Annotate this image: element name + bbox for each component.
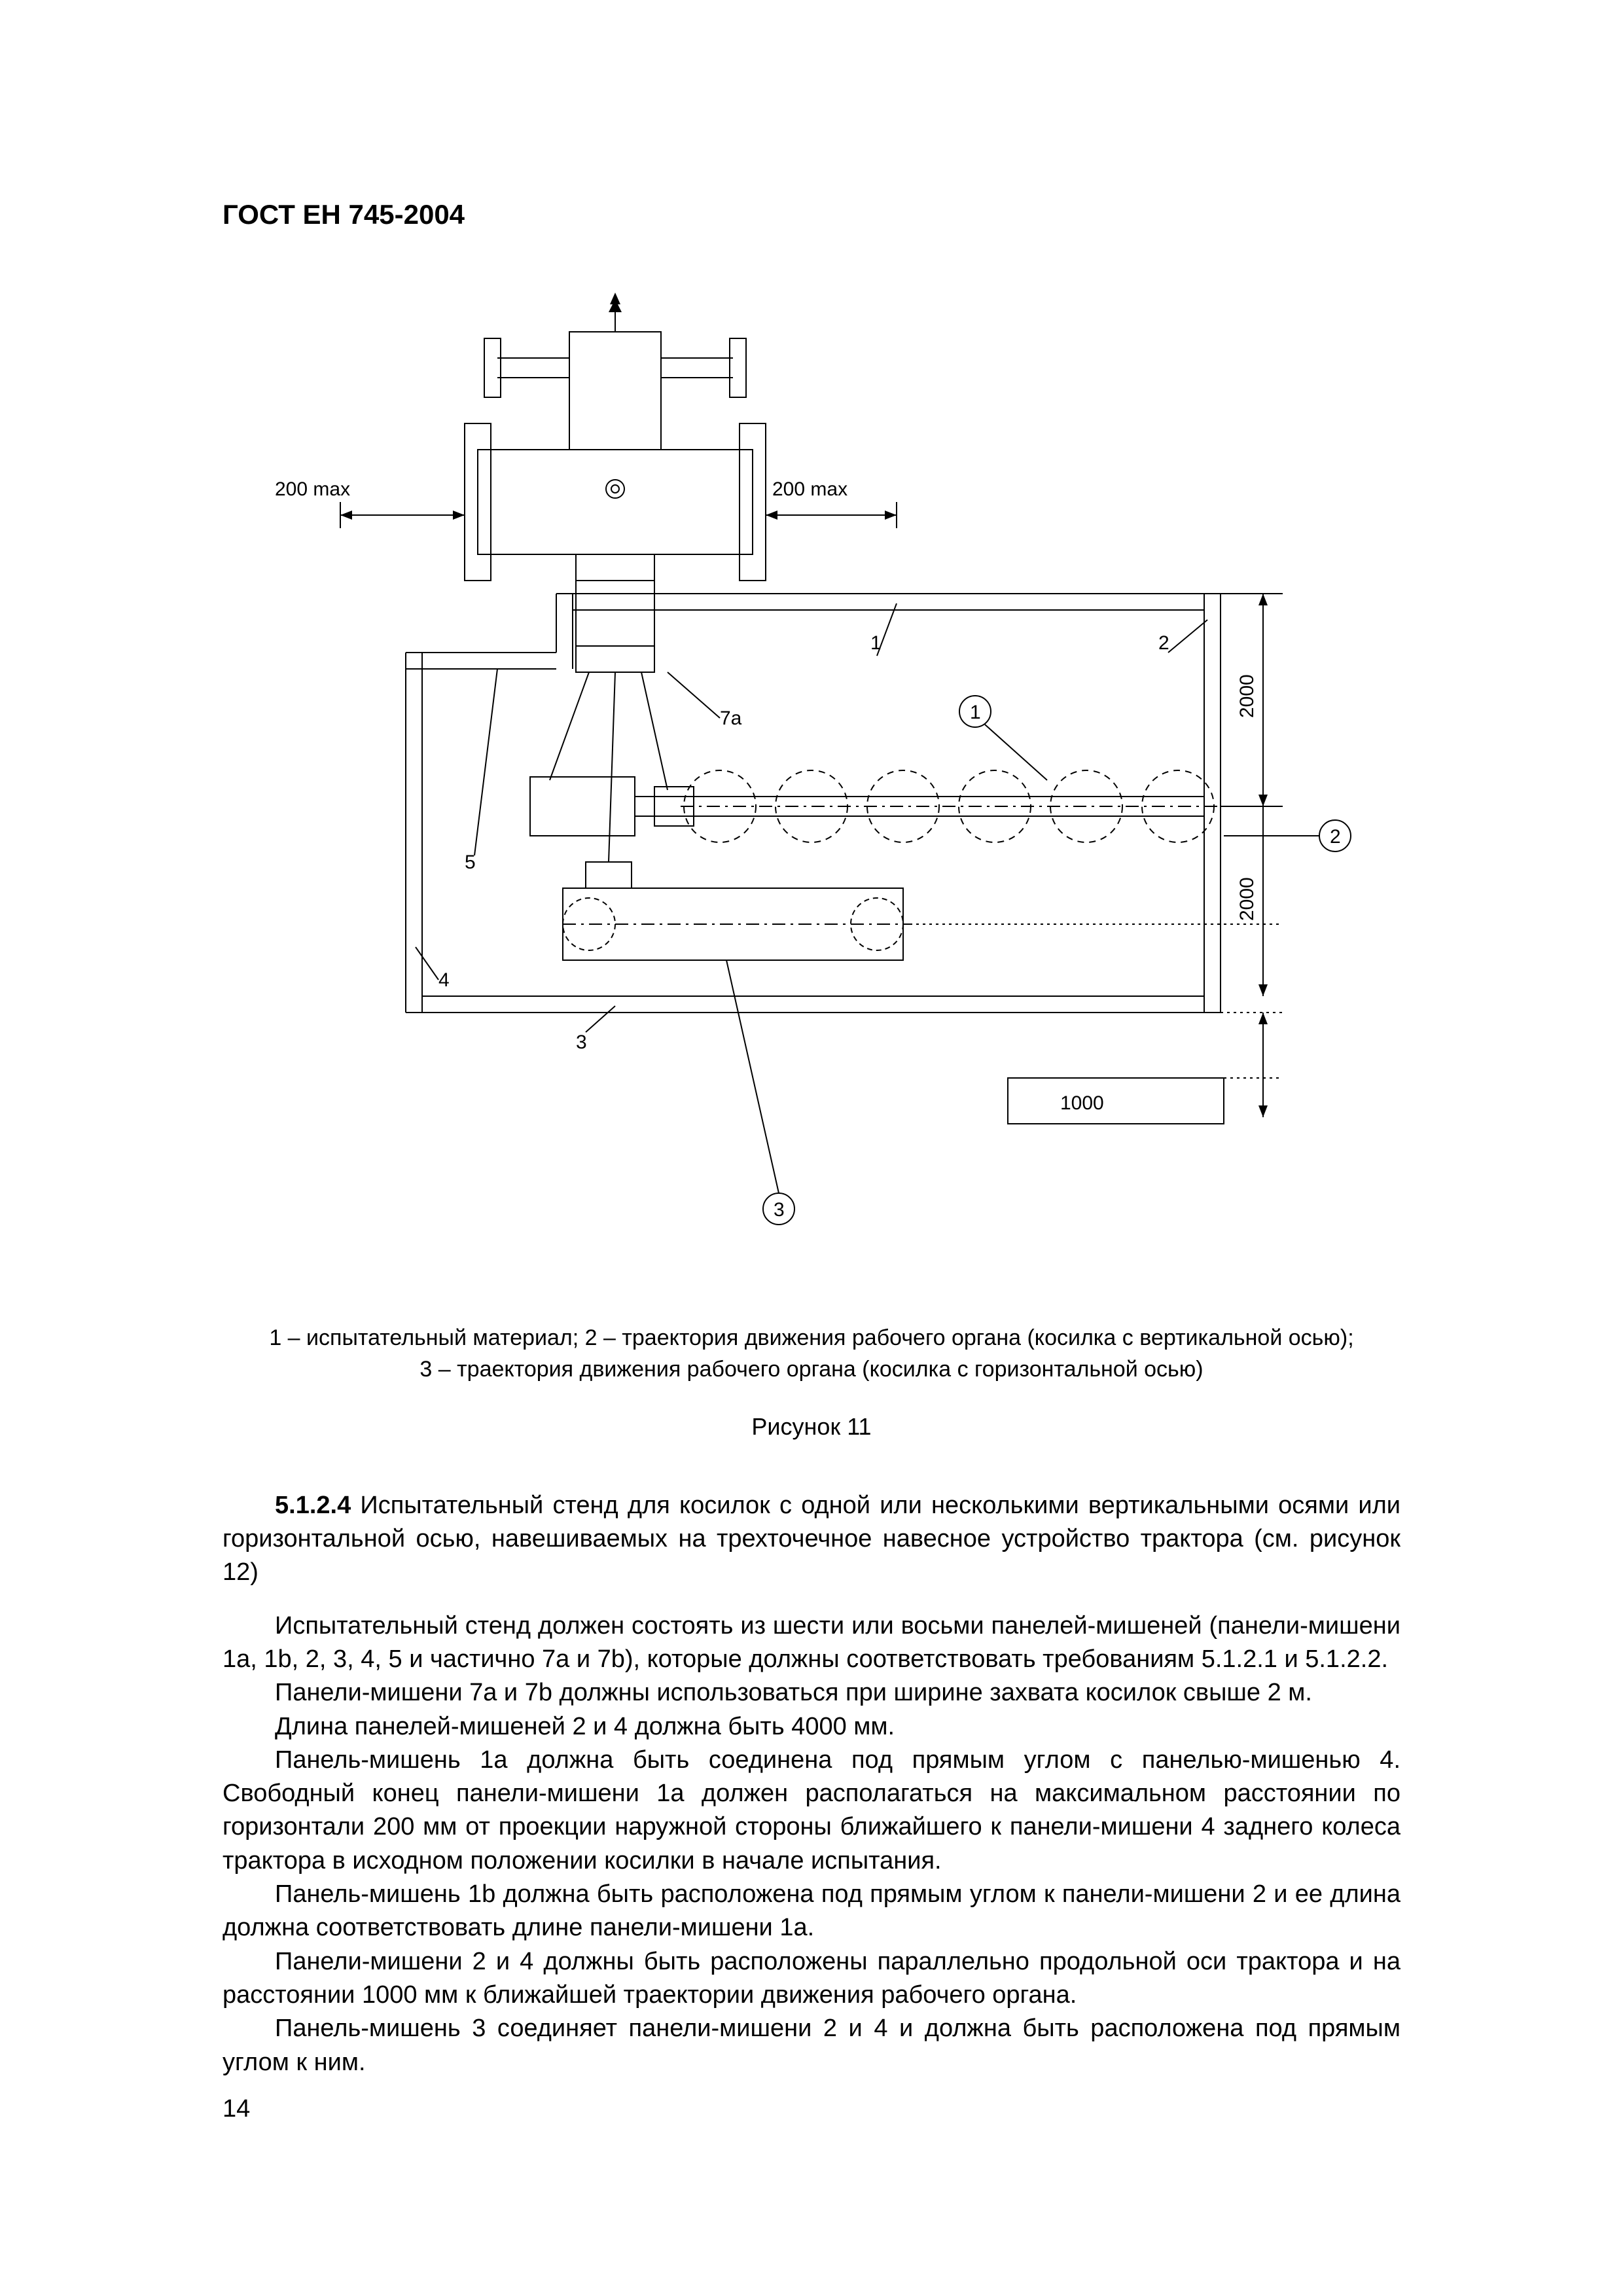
doc-header: ГОСТ ЕН 745-2004	[223, 196, 1400, 234]
circ-1: 1	[970, 702, 981, 723]
legend-line-1: 1 – испытательный материал; 2 – траектор…	[223, 1323, 1400, 1354]
page: ГОСТ ЕН 745-2004	[0, 0, 1623, 2296]
label-200max-right: 200 max	[772, 478, 847, 500]
para-5: Панель-мишень 1a должна быть соединена п…	[223, 1744, 1400, 1878]
para-8: Панель-мишень 3 соединяет панели-мишени …	[223, 2012, 1400, 2079]
para-5124: 5.1.2.4 Испытательный стенд для косилок …	[223, 1489, 1400, 1590]
figure-caption: Рисунок 11	[223, 1411, 1400, 1443]
para-4: Длина панелей-мишеней 2 и 4 должна быть …	[223, 1710, 1400, 1744]
dim-2000-upper: 2000	[1236, 674, 1258, 718]
para-3: Панели-мишени 7a и 7b должны использоват…	[223, 1676, 1400, 1710]
para-7: Панели-мишени 2 и 4 должны быть располож…	[223, 1945, 1400, 2013]
label-n4: 4	[438, 969, 450, 991]
para-6: Панель-мишень 1b должна быть расположена…	[223, 1878, 1400, 1945]
figure-legend: 1 – испытательный материал; 2 – траектор…	[223, 1323, 1400, 1385]
circ-2: 2	[1330, 826, 1341, 848]
para-5124-text: Испытательный стенд для косилок с одной …	[223, 1492, 1400, 1587]
page-number: 14	[223, 2092, 250, 2126]
figure-11: 1000 2000 2000 200 max 200 max 1 2 7a	[223, 293, 1400, 1283]
label-n3: 3	[576, 1031, 587, 1053]
dim-2000-lower: 2000	[1236, 877, 1258, 921]
circ-3: 3	[774, 1199, 785, 1221]
label-n1: 1	[870, 632, 882, 654]
para-2: Испытательный стенд должен состоять из ш…	[223, 1609, 1400, 1677]
label-n2: 2	[1158, 632, 1169, 654]
legend-line-2: 3 – траектория движения рабочего органа …	[223, 1354, 1400, 1386]
para-5124-num: 5.1.2.4	[275, 1492, 351, 1519]
dim-1000: 1000	[1060, 1092, 1104, 1114]
figure-11-svg: 1000 2000 2000 200 max 200 max 1 2 7a	[223, 293, 1400, 1274]
label-n7a: 7a	[720, 708, 742, 729]
label-200max-left: 200 max	[275, 478, 350, 500]
